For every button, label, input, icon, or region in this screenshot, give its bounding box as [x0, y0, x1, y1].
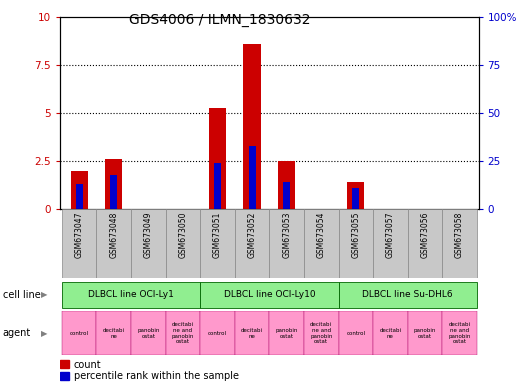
- Bar: [442, 311, 477, 355]
- Text: GSM673047: GSM673047: [75, 211, 84, 258]
- Text: cell line: cell line: [3, 290, 40, 300]
- Bar: [353, 188, 359, 209]
- Bar: [214, 163, 221, 209]
- Text: GSM673049: GSM673049: [144, 211, 153, 258]
- Bar: [105, 159, 122, 209]
- Bar: [407, 311, 442, 355]
- Bar: [269, 209, 304, 278]
- Text: decitabi
ne and
panobin
ostat: decitabi ne and panobin ostat: [448, 322, 471, 344]
- Bar: [62, 209, 96, 278]
- Bar: [60, 372, 70, 380]
- Bar: [248, 146, 256, 209]
- Bar: [278, 161, 295, 209]
- Bar: [200, 282, 338, 308]
- Text: panobin
ostat: panobin ostat: [414, 328, 436, 339]
- Bar: [373, 209, 407, 278]
- Text: control: control: [70, 331, 89, 336]
- Text: panobin
ostat: panobin ostat: [137, 328, 160, 339]
- Bar: [243, 44, 260, 209]
- Bar: [166, 311, 200, 355]
- Bar: [62, 311, 96, 355]
- Bar: [200, 311, 235, 355]
- Bar: [200, 209, 235, 278]
- Bar: [269, 311, 304, 355]
- Text: GSM673051: GSM673051: [213, 211, 222, 258]
- Bar: [407, 209, 442, 278]
- Text: decitabi
ne: decitabi ne: [241, 328, 263, 339]
- Text: GDS4006 / ILMN_1830632: GDS4006 / ILMN_1830632: [129, 13, 311, 27]
- Text: agent: agent: [3, 328, 31, 338]
- Bar: [235, 209, 269, 278]
- Bar: [60, 360, 70, 368]
- Bar: [110, 175, 117, 209]
- Text: control: control: [208, 331, 227, 336]
- Text: GSM673055: GSM673055: [351, 211, 360, 258]
- Bar: [283, 182, 290, 209]
- Bar: [131, 209, 166, 278]
- Bar: [62, 282, 200, 308]
- Text: GSM673053: GSM673053: [282, 211, 291, 258]
- Bar: [209, 108, 226, 209]
- Text: GSM673056: GSM673056: [420, 211, 429, 258]
- Text: DLBCL line Su-DHL6: DLBCL line Su-DHL6: [362, 290, 453, 299]
- Bar: [304, 311, 338, 355]
- Text: GSM673058: GSM673058: [455, 211, 464, 258]
- Bar: [76, 184, 83, 209]
- Bar: [373, 311, 407, 355]
- Text: DLBCL line OCI-Ly10: DLBCL line OCI-Ly10: [223, 290, 315, 299]
- Bar: [235, 311, 269, 355]
- Text: decitabi
ne: decitabi ne: [103, 328, 125, 339]
- Bar: [347, 182, 365, 209]
- Text: decitabi
ne and
panobin
ostat: decitabi ne and panobin ostat: [172, 322, 194, 344]
- Text: GSM673050: GSM673050: [178, 211, 187, 258]
- Text: control: control: [346, 331, 365, 336]
- Text: count: count: [74, 359, 101, 370]
- Bar: [442, 209, 477, 278]
- Text: DLBCL line OCI-Ly1: DLBCL line OCI-Ly1: [88, 290, 174, 299]
- Bar: [338, 209, 373, 278]
- Bar: [96, 209, 131, 278]
- Text: decitabi
ne: decitabi ne: [379, 328, 401, 339]
- Bar: [338, 282, 477, 308]
- Bar: [304, 209, 338, 278]
- Bar: [96, 311, 131, 355]
- Text: panobin
ostat: panobin ostat: [276, 328, 298, 339]
- Text: GSM673052: GSM673052: [247, 211, 257, 258]
- Text: GSM673048: GSM673048: [109, 211, 118, 258]
- Text: GSM673054: GSM673054: [317, 211, 326, 258]
- Bar: [338, 311, 373, 355]
- Text: GSM673057: GSM673057: [386, 211, 395, 258]
- Text: ▶: ▶: [41, 329, 47, 338]
- Bar: [71, 171, 88, 209]
- Bar: [131, 311, 166, 355]
- Text: decitabi
ne and
panobin
ostat: decitabi ne and panobin ostat: [310, 322, 333, 344]
- Text: percentile rank within the sample: percentile rank within the sample: [74, 371, 239, 381]
- Bar: [166, 209, 200, 278]
- Text: ▶: ▶: [41, 290, 47, 299]
